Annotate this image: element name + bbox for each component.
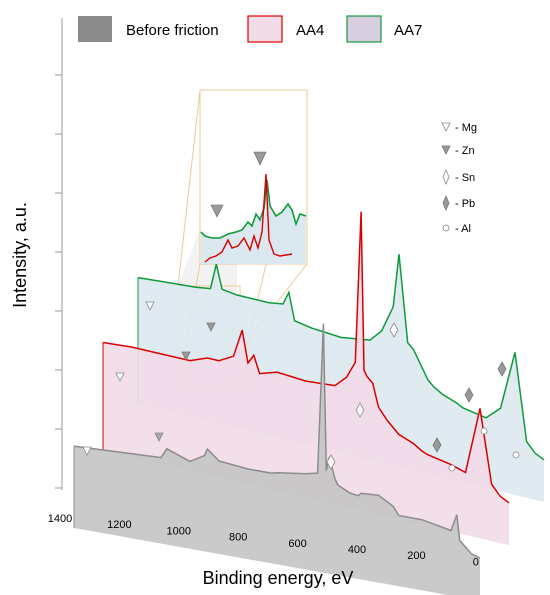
x-tick-label: 1000 [167, 525, 191, 537]
legend-label-before-friction: Before friction [126, 22, 219, 39]
mg-marker [115, 372, 125, 382]
x-tick-label: 1400 [48, 513, 72, 525]
series-line [137, 254, 545, 461]
key-pb-symbol [442, 194, 450, 212]
x-axis-ticks: 1400 1200 1000 800 600 400 200 0 [48, 513, 479, 568]
pb-marker [464, 387, 474, 403]
inset-zn-marker-1 [210, 204, 224, 218]
series-line [102, 211, 510, 504]
mg-marker [82, 446, 92, 456]
zn-marker [181, 351, 191, 361]
x-tick-label: 400 [348, 544, 366, 556]
x-axis-label: Binding energy, eV [203, 568, 354, 588]
x-tick-label: 200 [407, 550, 425, 562]
pb-marker [432, 437, 442, 453]
element-key: - Mg - Zn - Sn - Pb - Al [441, 122, 477, 235]
x-tick-label: 1200 [107, 519, 131, 531]
zn-marker [154, 432, 164, 442]
mg-marker [145, 301, 155, 311]
sn-marker [326, 454, 336, 470]
inset-line-aa7 [200, 179, 307, 239]
legend-label-aa4: AA4 [296, 22, 324, 39]
key-al-label: - Al [455, 223, 471, 235]
x-tick-label: 0 [473, 556, 479, 568]
peak-markers [82, 301, 520, 472]
series-area [74, 323, 480, 595]
al-marker [480, 427, 488, 435]
al-marker [448, 464, 456, 472]
series-area [138, 254, 544, 502]
pb-marker [497, 361, 507, 377]
series-before-friction [73, 323, 481, 595]
key-zn-symbol [441, 145, 451, 155]
key-mg-symbol [441, 122, 451, 132]
key-sn-symbol [442, 168, 450, 186]
al-marker [512, 451, 520, 459]
legend-swatch-aa7 [346, 15, 382, 43]
inset-plot [200, 151, 307, 264]
key-mg-label: - Mg [455, 122, 477, 134]
zn-marker [206, 322, 216, 332]
series-line [73, 323, 481, 559]
inset-zn-marker-2 [253, 151, 267, 166]
key-zn-label: - Zn [455, 145, 475, 157]
x-tick-label: 800 [229, 532, 247, 544]
sn-marker [355, 402, 365, 418]
y-axis-label: Intensity, a.u. [10, 202, 30, 308]
key-pb-label: - Pb [455, 198, 475, 210]
legend-swatch-before-friction [78, 16, 112, 42]
key-sn-label: - Sn [455, 172, 475, 184]
legend: Before friction AA4 AA7 [78, 15, 422, 43]
inset-line-aa4 [204, 173, 293, 263]
sn-marker [389, 322, 399, 338]
legend-label-aa7: AA7 [394, 22, 422, 39]
series-layer [73, 211, 545, 595]
key-al-symbol [442, 224, 450, 232]
x-tick-label: 600 [288, 538, 306, 550]
legend-swatch-aa4 [247, 15, 283, 43]
y-axis-ticks [55, 74, 62, 489]
